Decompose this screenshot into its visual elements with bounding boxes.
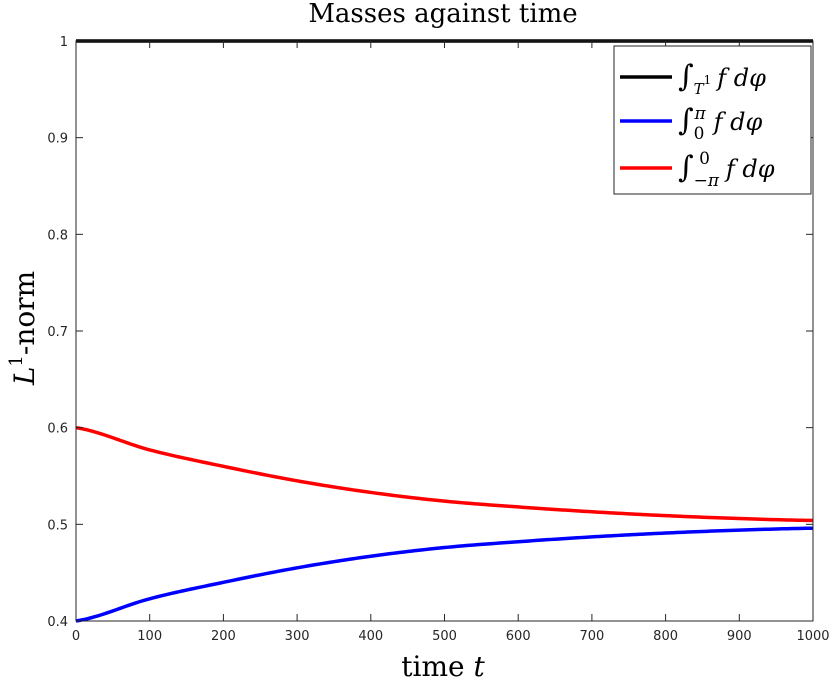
- legend-label-2: ∫0π f dφ: [678, 103, 763, 144]
- y-tick-label: 0.4: [47, 615, 68, 630]
- chart-title: Masses against time: [308, 0, 577, 29]
- x-tick-label: 200: [211, 629, 236, 644]
- x-tick-label: 900: [727, 629, 752, 644]
- x-tick-label: 800: [653, 629, 678, 644]
- x-tick-label: 300: [285, 629, 310, 644]
- y-tick-label: 0.7: [47, 325, 68, 340]
- y-tick-label: 0.5: [47, 518, 68, 533]
- y-tick-label: 0.8: [47, 228, 68, 243]
- y-tick-label: 0.6: [47, 422, 68, 437]
- series-line-2: [75, 526, 814, 623]
- series-line-3: [75, 425, 814, 523]
- y-axis-title: L1-norm: [6, 271, 41, 386]
- x-tick-label: 0: [72, 629, 80, 644]
- y-tick-label: 0.9: [47, 132, 68, 147]
- x-tick-label: 100: [137, 629, 162, 644]
- x-axis-title: time t: [401, 650, 485, 680]
- x-tick-label: 700: [579, 629, 604, 644]
- x-tick-label: 1000: [796, 629, 829, 644]
- x-tick-label: 400: [358, 629, 383, 644]
- legend-label-1: ∫T1 f dφ: [678, 59, 766, 98]
- y-tick-label: 1: [60, 35, 68, 50]
- legend: ∫T1 f dφ ∫0π f dφ ∫−π0 f dφ: [613, 45, 812, 195]
- tick-labels: 0 100 200 300 400 500 600 700 800 900 1000 0.4 0.5 0.…: [47, 35, 829, 644]
- x-tick-label: 500: [432, 629, 457, 644]
- legend-label-3: ∫−π0 f dφ: [678, 149, 775, 191]
- x-tick-label: 600: [506, 629, 531, 644]
